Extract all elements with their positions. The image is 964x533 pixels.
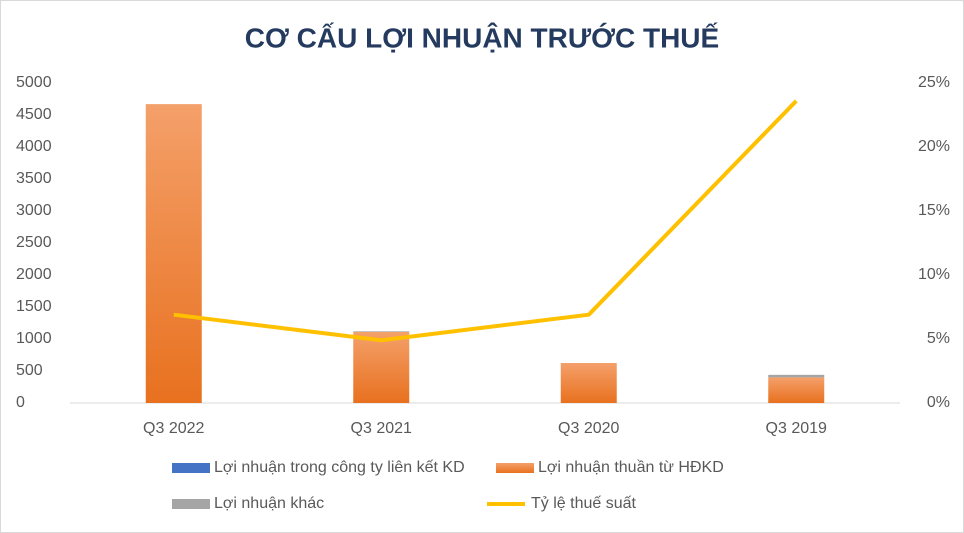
y-tick-label: 1000 xyxy=(16,330,52,347)
x-tick-label: Q3 2022 xyxy=(143,420,204,437)
y2-tick-label: 20% xyxy=(918,138,950,155)
y-tick-label: 1500 xyxy=(16,298,52,315)
line xyxy=(173,99,798,343)
bar xyxy=(768,377,825,403)
bar xyxy=(560,363,617,403)
y2-tick-label: 5% xyxy=(927,330,950,347)
y-tick-label: 5000 xyxy=(16,74,52,91)
y2-tick-label: 25% xyxy=(918,74,950,91)
legend-label: Lợi nhuận khác xyxy=(214,495,324,512)
y-tick-label: 4000 xyxy=(16,138,52,155)
y-tick-label: 4500 xyxy=(16,106,52,123)
y2-tick-label: 0% xyxy=(927,394,950,411)
legend-marker xyxy=(172,499,210,509)
legend-label: Tỷ lệ thuế suất xyxy=(531,495,637,512)
x-tick-label: Q3 2019 xyxy=(766,420,827,437)
y-tick-label: 2500 xyxy=(16,234,52,251)
y-tick-label: 3000 xyxy=(16,202,52,219)
legend-marker xyxy=(496,463,534,473)
y-tick-label: 500 xyxy=(16,362,43,379)
bar xyxy=(353,331,410,332)
y2-tick-label: 15% xyxy=(918,202,950,219)
y2-tick-label: 10% xyxy=(918,266,950,283)
bar xyxy=(768,374,825,378)
y-tick-label: 0 xyxy=(16,394,25,411)
legend-label: Lợi nhuận thuần từ HĐKD xyxy=(538,459,724,476)
bar xyxy=(145,104,202,404)
y-tick-label: 3500 xyxy=(16,170,52,187)
legend-label: Lợi nhuận trong công ty liên kết KD xyxy=(214,459,465,476)
bar xyxy=(353,331,410,403)
chart-title: CƠ CẤU LỢI NHUẬN TRƯỚC THUẾ xyxy=(245,22,719,53)
y-tick-label: 2000 xyxy=(16,266,52,283)
legend-marker xyxy=(172,463,210,473)
x-tick-label: Q3 2020 xyxy=(558,420,619,437)
x-tick-label: Q3 2021 xyxy=(351,420,412,437)
